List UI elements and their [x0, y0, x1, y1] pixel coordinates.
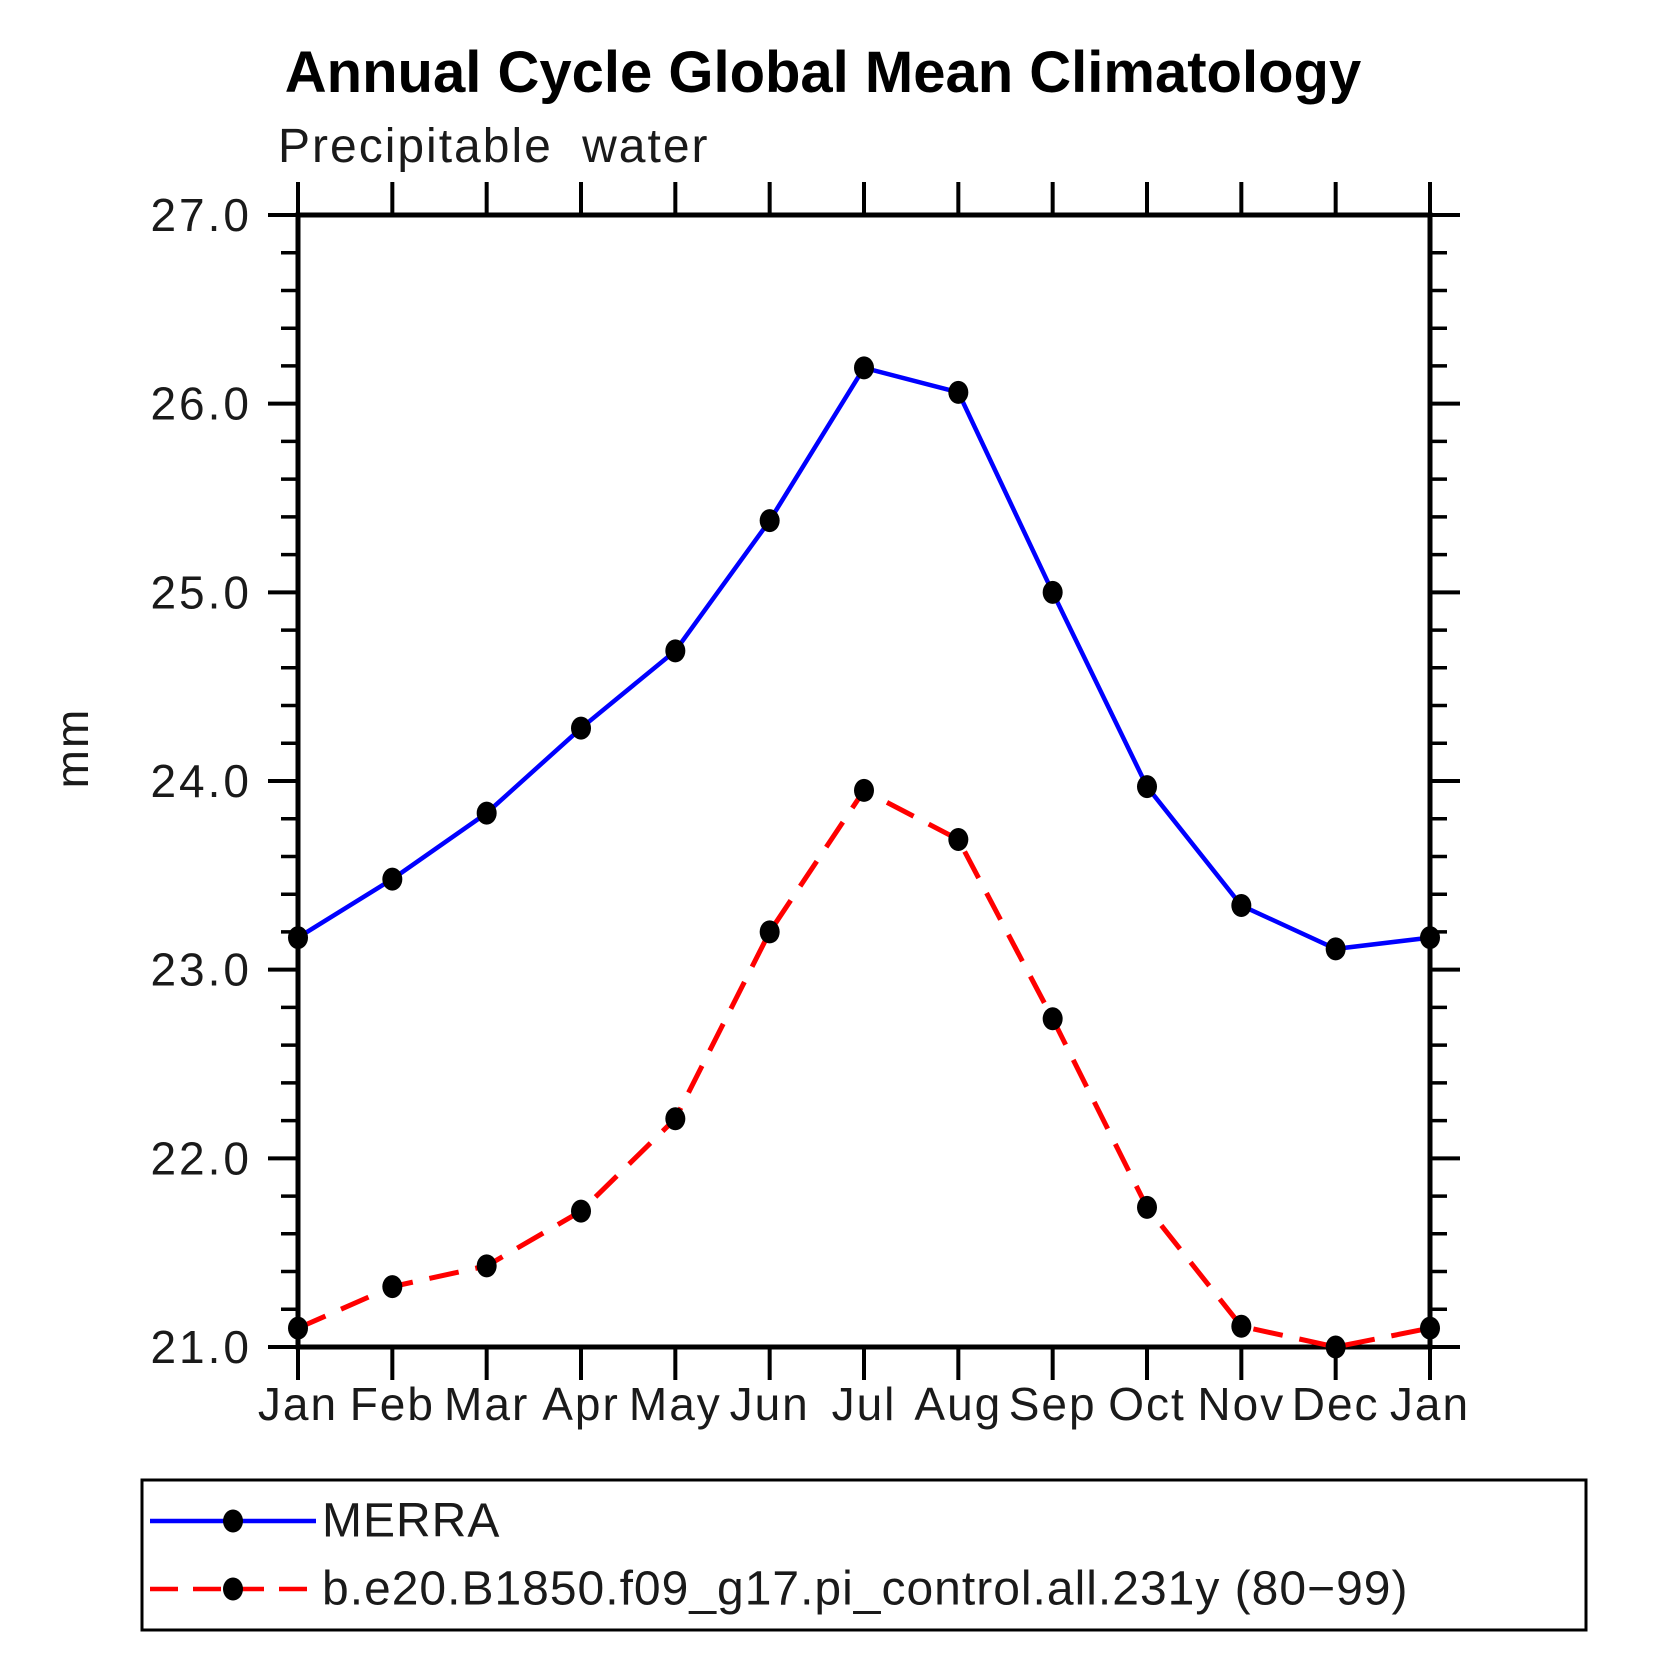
y-tick-label: 22.0: [150, 1132, 252, 1184]
data-series: [288, 356, 1440, 1359]
data-point-marker: [1231, 1314, 1252, 1338]
x-tick-label: Dec: [1292, 1378, 1380, 1430]
x-tick-label: Aug: [914, 1378, 1002, 1430]
x-tick-label: Jan: [1390, 1378, 1470, 1430]
data-point-marker: [1325, 1335, 1346, 1359]
legend-marker-merra: [223, 1509, 243, 1533]
x-tick-label: Apr: [542, 1378, 620, 1430]
data-point-marker: [1420, 926, 1440, 950]
x-tick-label: Jun: [730, 1378, 810, 1430]
legend: MERRA b.e20.B1850.f09_g17.pi_control.all…: [140, 1478, 1588, 1632]
data-point-marker: [1231, 894, 1252, 918]
data-point-marker: [382, 867, 403, 891]
data-point-marker: [1420, 1316, 1440, 1340]
data-point-marker: [1137, 1195, 1157, 1219]
data-point-marker: [476, 801, 497, 825]
data-point-marker: [759, 920, 780, 944]
data-point-marker: [1325, 937, 1346, 961]
x-tick-label: Nov: [1197, 1378, 1285, 1430]
data-point-marker: [571, 716, 591, 740]
data-point-marker: [665, 1107, 686, 1131]
series-line-model: [296, 787, 1431, 1350]
data-point-marker: [665, 639, 686, 663]
x-tick-label: Jul: [832, 1378, 897, 1430]
legend-marker-model: [223, 1577, 243, 1601]
legend-box: [140, 1478, 1588, 1632]
x-tick-label: Oct: [1108, 1378, 1186, 1430]
x-tick-label: Feb: [350, 1378, 435, 1430]
data-point-marker: [288, 1316, 308, 1340]
data-point-marker: [854, 778, 874, 802]
data-point-marker: [948, 827, 969, 851]
y-tick-label: 26.0: [150, 378, 252, 430]
x-tick-label: Mar: [444, 1378, 529, 1430]
chart-subtitle: Precipitable water: [278, 120, 710, 173]
y-tick-label: 27.0: [150, 189, 252, 241]
x-tick-label: May: [629, 1378, 722, 1430]
data-point-marker: [476, 1254, 497, 1278]
series-line-merra: [296, 365, 1431, 952]
legend-label-model: b.e20.B1850.f09_g17.pi_control.all.231y …: [322, 1563, 1408, 1616]
data-point-marker: [948, 380, 969, 404]
data-point-marker: [1042, 1007, 1063, 1031]
y-tick-label: 23.0: [150, 944, 252, 996]
data-point-marker: [1042, 580, 1063, 604]
y-axis-label: mm: [46, 708, 98, 789]
x-tick-label: Sep: [1009, 1378, 1097, 1430]
y-tick-label: 21.0: [150, 1321, 252, 1373]
data-point-marker: [1137, 775, 1157, 799]
y-tick-label: 24.0: [150, 755, 252, 807]
x-tick-label: Jan: [258, 1378, 338, 1430]
chart-title: Annual Cycle Global Mean Climatology: [285, 40, 1361, 105]
data-point-marker: [382, 1275, 403, 1299]
data-point-marker: [854, 356, 874, 380]
data-point-marker: [288, 926, 308, 950]
y-tick-label: 25.0: [150, 566, 252, 618]
legend-label-merra: MERRA: [322, 1495, 500, 1548]
data-point-marker: [571, 1199, 591, 1223]
data-point-marker: [759, 509, 780, 533]
